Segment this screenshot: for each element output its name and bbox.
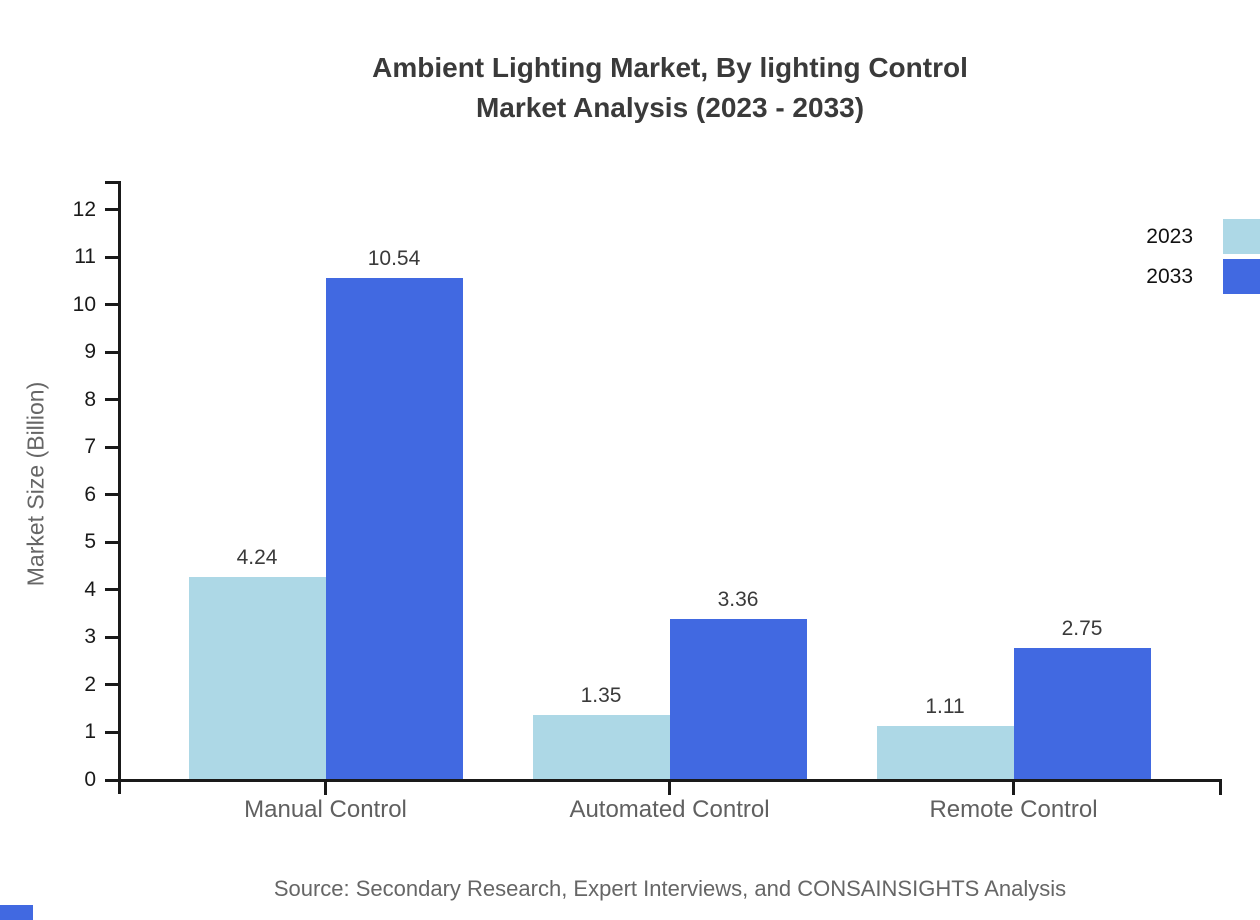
bar-2033-remote-control <box>1013 648 1151 779</box>
bar-value-label: 1.11 <box>925 695 965 719</box>
x-tick <box>668 779 671 795</box>
y-tick <box>105 540 118 544</box>
legend-label-2033: 2033 <box>1146 264 1193 288</box>
y-tick <box>105 208 118 212</box>
y-tick-label: 0 <box>84 768 96 791</box>
bar-value-label: 1.35 <box>580 683 622 707</box>
chart-title-line2: Market Analysis (2023 - 2033) <box>475 92 865 123</box>
x-tick <box>1012 779 1015 795</box>
source-note: Source: Secondary Research, Expert Inter… <box>273 876 1067 901</box>
bar-2033-manual-control <box>325 277 463 779</box>
y-tick-label: 2 <box>84 672 96 696</box>
chart-title-line1: Ambient Lighting Market, By lighting Con… <box>372 52 968 83</box>
category-label: Automated Control <box>569 796 770 823</box>
legend-item-2033: 2033 <box>1146 259 1260 294</box>
y-tick <box>105 350 118 354</box>
y-tick <box>105 303 118 307</box>
y-tick-label: 9 <box>84 340 96 364</box>
y-tick-label: 5 <box>84 530 96 554</box>
bar-2023-automated-control <box>532 714 670 779</box>
bar-2033-automated-control <box>669 619 807 779</box>
y-tick-label: 4 <box>84 577 96 601</box>
category-label: Remote Control <box>929 796 1098 823</box>
plot-area: 0 1 2 3 4 5 6 7 8 9 10 11 12 Manual Control 4.24 10.54 A… <box>73 181 1222 823</box>
y-tick <box>105 445 118 449</box>
y-tick-label: 10 <box>72 292 96 316</box>
legend-label-2023: 2023 <box>1146 224 1193 248</box>
x-axis-end-cap <box>1219 779 1222 795</box>
y-tick <box>105 730 118 734</box>
bar-value-label: 3.36 <box>717 588 759 612</box>
y-tick <box>105 255 118 259</box>
bar-2023-manual-control <box>188 577 326 779</box>
y-tick <box>105 493 118 497</box>
y-tick <box>105 588 118 592</box>
y-tick <box>105 398 118 402</box>
y-tick-label: 1 <box>84 720 96 744</box>
bar-value-label: 10.54 <box>367 246 421 270</box>
y-tick-label: 7 <box>84 435 96 459</box>
bar-value-label: 2.75 <box>1061 617 1103 641</box>
legend-item-2023: 2023 <box>1146 219 1260 254</box>
chart-title: Ambient Lighting Market, By lighting Con… <box>118 48 1222 128</box>
category-label: Manual Control <box>244 796 407 823</box>
y-tick-label: 3 <box>84 625 96 649</box>
y-axis-end-cap <box>105 181 118 184</box>
y-tick <box>105 683 118 687</box>
y-tick <box>105 778 118 782</box>
y-tick-label: 8 <box>84 387 96 411</box>
bar-2023-remote-control <box>876 726 1014 779</box>
x-tick <box>324 779 327 795</box>
y-tick-label: 11 <box>74 245 96 269</box>
legend-swatch-2033 <box>1223 259 1260 294</box>
legend-swatch-2023 <box>1223 219 1260 254</box>
y-tick-label: 12 <box>72 197 96 221</box>
bar-value-label: 4.24 <box>236 546 278 570</box>
y-axis-line <box>118 181 121 794</box>
y-tick <box>105 635 118 639</box>
y-tick-label: 6 <box>84 482 96 506</box>
legend: 2023 2033 <box>1146 219 1260 299</box>
brand-mark <box>0 905 33 920</box>
